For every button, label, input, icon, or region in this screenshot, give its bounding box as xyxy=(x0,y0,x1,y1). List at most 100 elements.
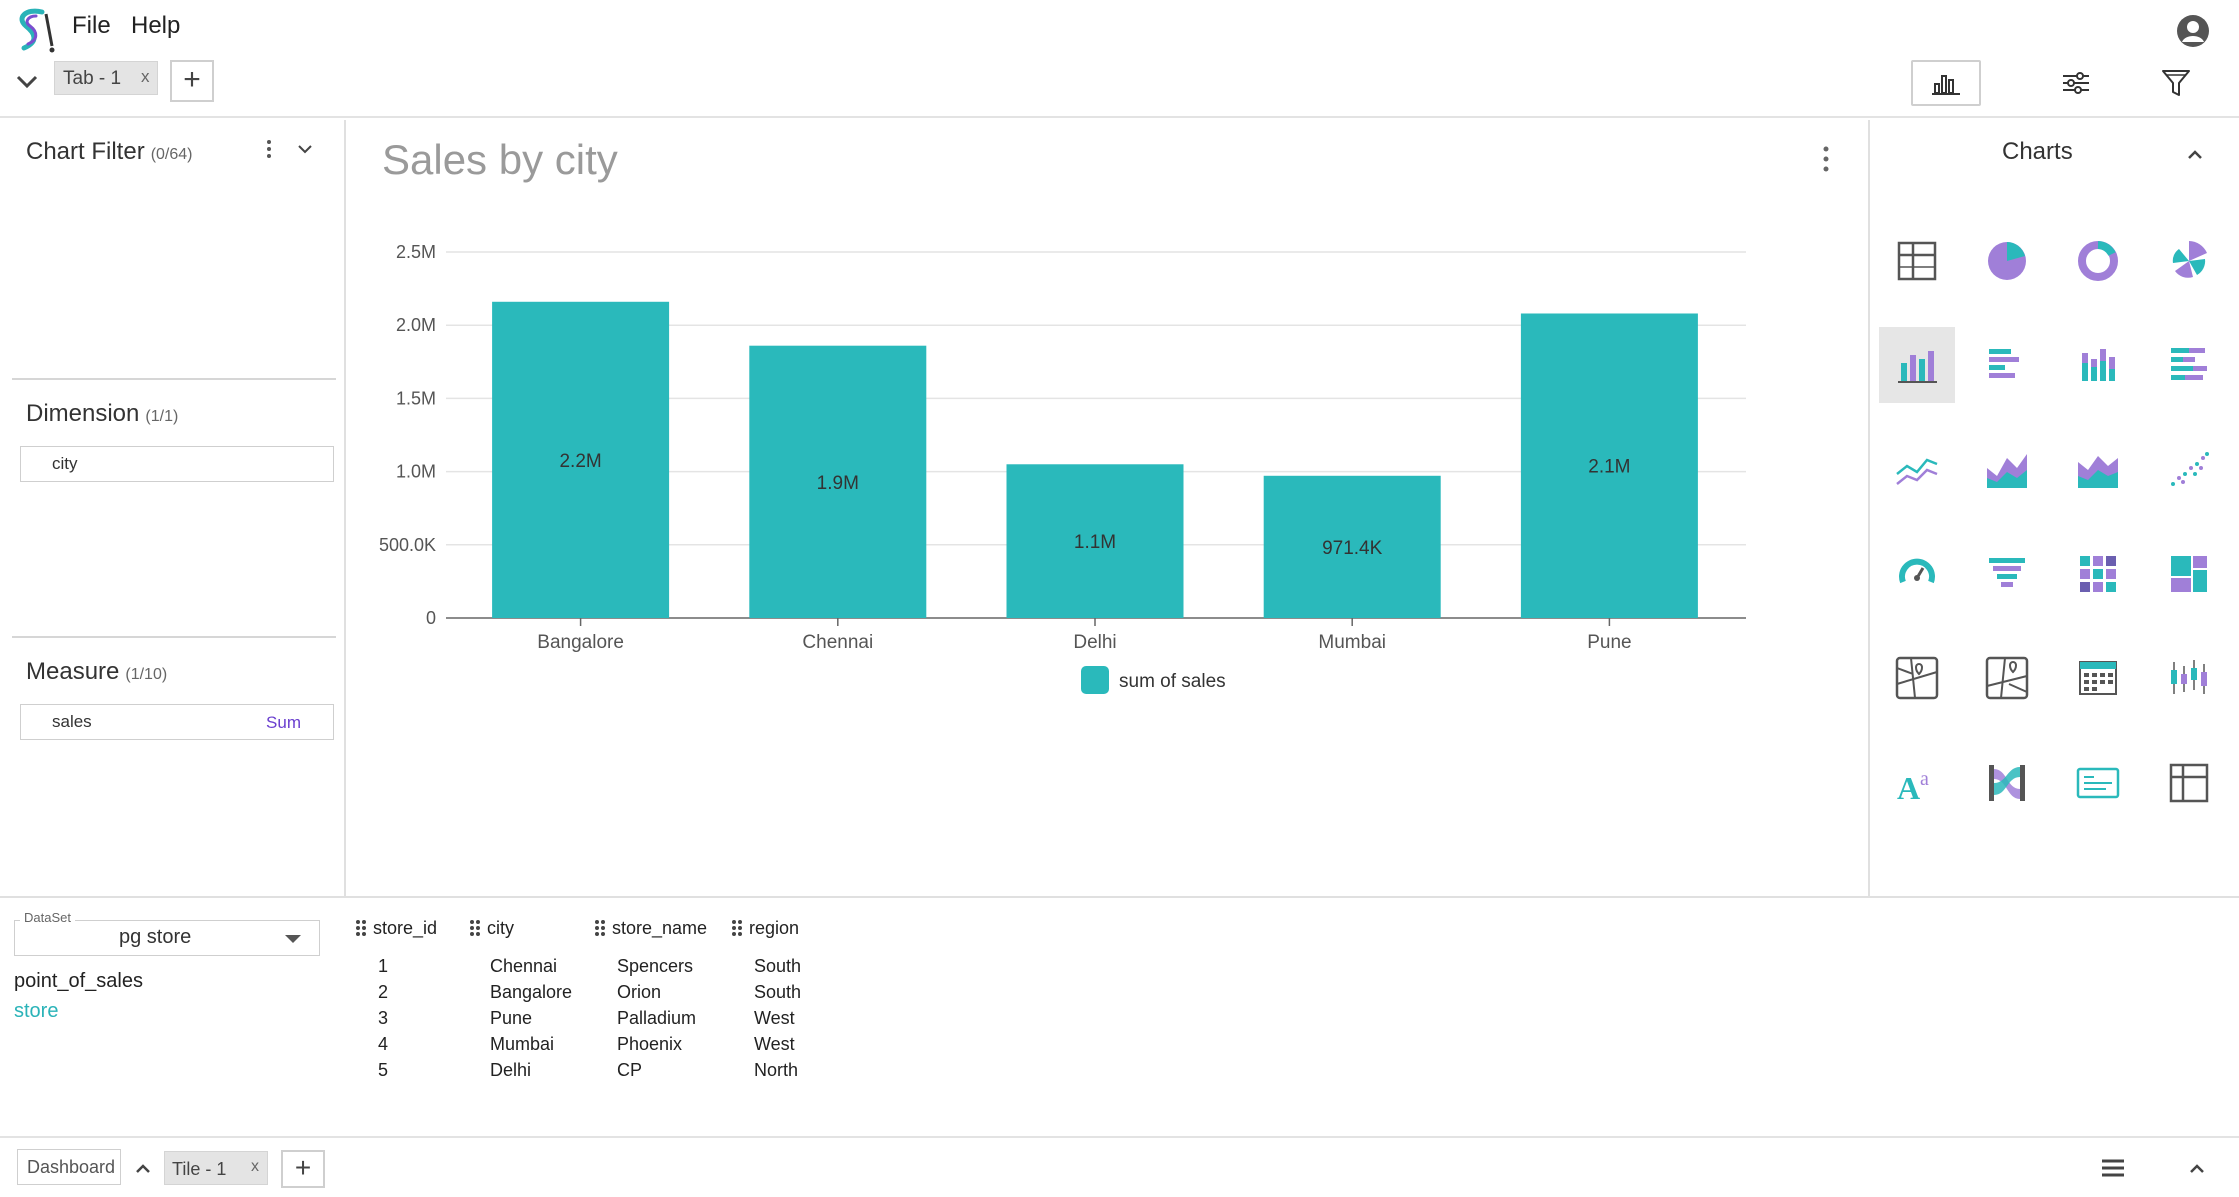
hamburger-menu-icon[interactable] xyxy=(2100,1156,2126,1180)
table-cell: 2 xyxy=(378,982,389,1002)
user-account-icon[interactable] xyxy=(2176,14,2210,48)
filter-button[interactable] xyxy=(2141,60,2211,106)
horizontal-stacked-bar-chart-icon xyxy=(2171,348,2207,380)
add-tile-button[interactable]: + xyxy=(281,1150,325,1188)
aggregation-selector[interactable]: Sum xyxy=(266,713,301,732)
chart-type-boxplot[interactable] xyxy=(2151,640,2227,716)
line-chart-icon xyxy=(1896,458,1938,485)
menu-help[interactable]: Help xyxy=(131,12,181,39)
menu-file[interactable]: File xyxy=(72,12,111,39)
measure-count: (1/10) xyxy=(125,666,168,683)
table-cell: Delhi xyxy=(490,1060,532,1080)
chart-type-calendar[interactable] xyxy=(2060,640,2136,716)
tabs-chevron-down-icon[interactable] xyxy=(14,68,40,94)
column-header-label: region xyxy=(749,918,800,938)
column-header-city[interactable]: city xyxy=(469,918,514,939)
chart-type-sankey[interactable] xyxy=(1969,745,2045,821)
chart-type-treemap[interactable] xyxy=(2151,536,2227,612)
crosstab-chart-icon xyxy=(2169,763,2209,803)
chart-type-bar[interactable] xyxy=(1879,327,1955,403)
bar-data-label: 1.9M xyxy=(817,473,859,494)
sankey-chart-icon xyxy=(1989,765,2025,801)
chart-type-crosstab[interactable] xyxy=(2151,745,2227,821)
top-bar: File Help Tab - 1 x + xyxy=(0,0,2239,118)
column-header-region[interactable]: region xyxy=(731,918,799,939)
footer-right-chevron-up-icon[interactable] xyxy=(2186,1158,2208,1180)
donut-chart-icon xyxy=(2078,241,2118,281)
svg-text:A: A xyxy=(1897,770,1920,806)
chart-filter-chevron-down-icon[interactable] xyxy=(296,142,314,156)
bar-chart-icon xyxy=(1898,351,1937,383)
field-name: sales xyxy=(52,712,92,731)
drag-handle-icon[interactable] xyxy=(731,919,743,937)
table-cell: Orion xyxy=(617,982,662,1002)
add-tab-button[interactable]: + xyxy=(170,60,214,102)
chart-type-rose[interactable] xyxy=(2151,223,2227,299)
table-cell: Spencers xyxy=(617,956,694,976)
tab-close-button[interactable]: x xyxy=(141,67,150,86)
table-cell: 5 xyxy=(378,1060,389,1080)
dashboard-button[interactable]: Dashboard xyxy=(17,1149,121,1185)
bar-chart-icon xyxy=(1932,75,1960,95)
chart-type-geo-map-alt[interactable] xyxy=(1969,640,2045,716)
chart-view-button[interactable] xyxy=(1911,60,1981,106)
chart-type-scatter[interactable] xyxy=(2151,432,2227,508)
chart-type-stacked-area[interactable] xyxy=(2060,432,2136,508)
chart-filter-more-icon[interactable] xyxy=(264,138,274,160)
tile-tab-1[interactable]: Tile - 1 x xyxy=(164,1151,268,1185)
app-logo-icon[interactable] xyxy=(12,6,56,54)
y-tick-label: 2.0M xyxy=(396,315,436,335)
drag-handle-icon[interactable] xyxy=(594,919,606,937)
chart-type-horizontal-bar[interactable] xyxy=(1969,327,2045,403)
dimension-field-city[interactable]: city xyxy=(20,446,334,482)
dataset-value: pg store xyxy=(119,926,192,948)
chart-type-line[interactable] xyxy=(1879,432,1955,508)
drag-handle-icon[interactable] xyxy=(355,919,367,937)
table-cell: Bangalore xyxy=(490,982,573,1002)
table-point-of-sales[interactable]: point_of_sales xyxy=(14,970,143,992)
chart-type-stacked-bar[interactable] xyxy=(2060,327,2136,403)
tab-1[interactable]: Tab - 1 x xyxy=(54,61,158,95)
bar-mumbai xyxy=(1263,475,1441,618)
measure-field-sales[interactable]: sales Sum xyxy=(20,704,334,740)
dataset-select[interactable]: pg store xyxy=(14,920,320,956)
chart-more-icon[interactable] xyxy=(1821,144,1831,174)
charts-panel-chevron-up-icon[interactable] xyxy=(2184,144,2206,166)
x-tick-label: Chennai xyxy=(802,632,873,653)
column-header-label: store_name xyxy=(612,918,708,938)
chart-type-funnel[interactable] xyxy=(1969,536,2045,612)
chart-filter-label: Chart Filter xyxy=(26,138,145,165)
rose-chart-icon xyxy=(2172,241,2207,278)
drag-handle-icon[interactable] xyxy=(469,919,481,937)
chart-type-horizontal-stacked-bar[interactable] xyxy=(2151,327,2227,403)
chart-type-gauge[interactable] xyxy=(1879,536,1955,612)
y-tick-label: 0 xyxy=(426,608,436,628)
stacked-area-chart-icon xyxy=(2078,456,2118,488)
bar-data-label: 971.4K xyxy=(1322,538,1383,559)
charts-panel-title: Charts xyxy=(2002,138,2073,165)
chart-type-geo-map[interactable] xyxy=(1879,640,1955,716)
chart-type-area[interactable] xyxy=(1969,432,2045,508)
column-header-store-id[interactable]: store_id xyxy=(355,918,437,939)
tile-close-button[interactable]: x xyxy=(251,1158,259,1175)
scatter-chart-icon xyxy=(2171,452,2209,486)
table-cell: Chennai xyxy=(490,956,558,976)
boxplot-chart-icon xyxy=(2171,660,2207,694)
chart-type-heatmap[interactable] xyxy=(2060,536,2136,612)
chart-type-rich-text[interactable] xyxy=(2060,745,2136,821)
chart-type-pie[interactable] xyxy=(1969,223,2045,299)
table-store[interactable]: store xyxy=(14,1000,59,1022)
divider xyxy=(12,378,336,380)
bar-delhi xyxy=(1006,464,1184,618)
chart-filter-count: (0/64) xyxy=(150,146,193,163)
settings-button[interactable] xyxy=(2041,60,2111,106)
table-cell: North xyxy=(754,1060,799,1080)
chart-type-table[interactable] xyxy=(1879,223,1955,299)
column-header-store-name[interactable]: store_name xyxy=(594,918,707,939)
chart-type-donut[interactable] xyxy=(2060,223,2136,299)
left-panel: Chart Filter (0/64) Dimension (1/1) city M… xyxy=(0,120,346,896)
footer-chevron-up-icon[interactable] xyxy=(132,1158,154,1180)
footer-bar: Dashboard Tile - 1 x + xyxy=(0,1136,2239,1197)
heatmap-chart-icon xyxy=(2080,556,2116,592)
